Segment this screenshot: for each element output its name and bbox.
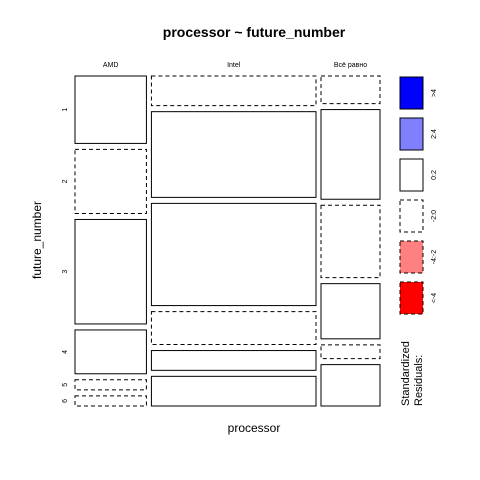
tile-intel-row-5 (150, 350, 317, 371)
tile-всё-равно-row-4 (320, 283, 381, 340)
legend-label-4: -2:0 (431, 210, 438, 222)
tile-amd-row-6 (74, 395, 147, 407)
y-axis-label: future_number (30, 201, 44, 279)
row-label-6: 6 (62, 399, 69, 403)
tile-amd-row-3 (74, 218, 147, 325)
mosaic-tiles (74, 75, 381, 407)
tile-всё-равно-row-6 (320, 364, 381, 407)
legend-label-3: 0:2 (431, 170, 438, 180)
tile-amd-row-4 (74, 329, 147, 375)
column-label-2: Intel (227, 62, 241, 69)
legend-swatch-4 (399, 199, 424, 233)
residuals-legend: >4 2:4 0:2 -2:0 -4:-2 <-4 Standardized Residual… (399, 76, 438, 406)
legend-label-1: >4 (431, 89, 438, 97)
row-label-2: 2 (62, 179, 69, 183)
legend-title-line-1: Standardized (400, 341, 412, 406)
tile-intel-row-2 (150, 111, 317, 198)
legend-swatch-2 (399, 117, 424, 151)
tile-intel-row-1 (150, 75, 317, 107)
tile-всё-равно-row-1 (320, 75, 381, 105)
row-labels: 1 2 3 4 5 6 (62, 108, 69, 403)
tile-всё-равно-row-3 (320, 204, 381, 279)
tile-intel-row-4 (150, 311, 317, 346)
column-labels: AMD Intel Всё равно (103, 62, 367, 69)
legend-label-6: <-4 (431, 293, 438, 303)
x-axis-label: processor (228, 421, 281, 435)
legend-label-2: 2:4 (431, 129, 438, 139)
legend-swatch-3 (399, 158, 424, 192)
tile-intel-row-6 (150, 375, 317, 407)
row-label-5: 5 (62, 383, 69, 387)
legend-swatch-6 (399, 281, 424, 315)
column-label-1: AMD (103, 62, 119, 69)
tile-всё-равно-row-5 (320, 344, 381, 360)
tile-всё-равно-row-2 (320, 109, 381, 200)
row-label-3: 3 (62, 270, 69, 274)
legend-title-line-2: Residuals: (413, 355, 425, 406)
chart-title: processor ~ future_number (163, 24, 346, 40)
tile-amd-row-5 (74, 379, 147, 391)
row-label-4: 4 (62, 350, 69, 354)
row-label-1: 1 (62, 108, 69, 112)
tile-amd-row-1 (74, 75, 147, 144)
legend-swatch-1 (399, 76, 424, 110)
column-label-3: Всё равно (334, 62, 367, 69)
legend-swatch-5 (399, 240, 424, 274)
legend-label-5: -4:-2 (431, 250, 438, 265)
tile-intel-row-3 (150, 202, 317, 307)
tile-amd-row-2 (74, 148, 147, 214)
